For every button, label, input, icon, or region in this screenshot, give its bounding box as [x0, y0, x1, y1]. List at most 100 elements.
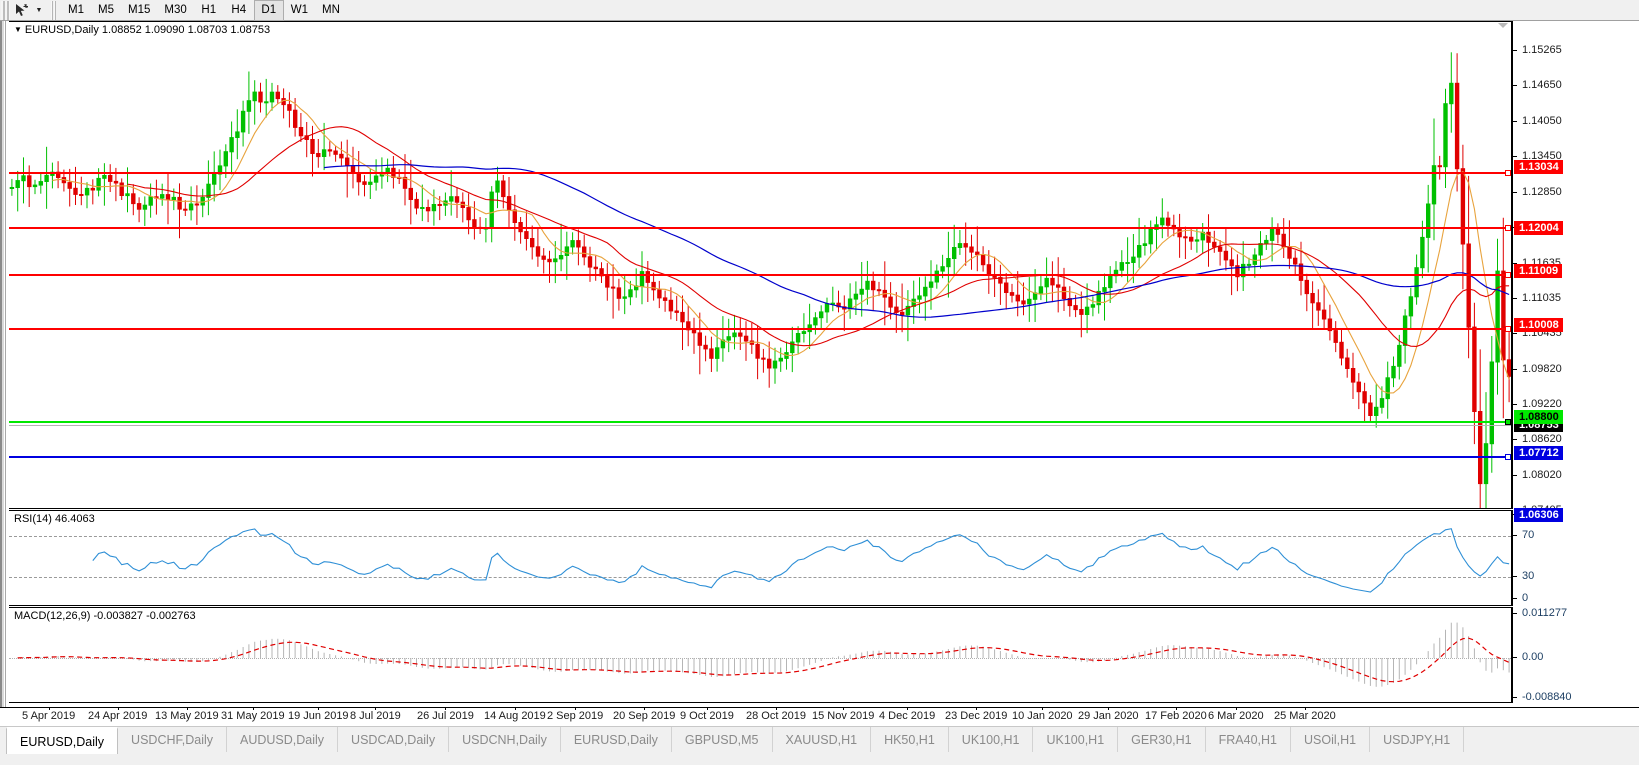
current-price-line	[9, 425, 1511, 426]
price-tick: 1.11035	[1513, 292, 1561, 305]
chart-tab-usdchf-daily[interactable]: USDCHF,Daily	[118, 727, 227, 752]
timeframe-button-m1[interactable]: M1	[68, 4, 84, 16]
candlestick-canvas	[9, 52, 1511, 508]
time-axis-label: 15 Nov 2019	[812, 707, 875, 722]
chart-tab-uk100-h1[interactable]: UK100,H1	[1033, 727, 1119, 752]
price-level-label-blue[interactable]: 1.06306	[1514, 508, 1563, 522]
rsi-axis-tick: 0	[1513, 592, 1528, 605]
ma-fast-line	[52, 99, 1510, 394]
time-axis-label: 14 Aug 2019	[484, 707, 546, 722]
chart-tab-usoil-h1[interactable]: USOil,H1	[1290, 727, 1371, 752]
price-level-label-blue[interactable]: 1.07712	[1514, 446, 1563, 460]
chevron-down-icon[interactable]: ▼	[35, 6, 43, 14]
crosshair-cursor-icon[interactable]	[10, 1, 32, 20]
level-line-handle[interactable]	[1505, 454, 1511, 460]
timeframe-button-mn[interactable]: MN	[322, 4, 340, 16]
toolbar-separator	[49, 0, 58, 20]
chart-tab-bar: EURUSD,Daily USDCHF,Daily AUDUSD,Daily USDC…	[0, 726, 1639, 765]
price-tick: 1.15265	[1513, 44, 1562, 57]
time-axis-label: 17 Feb 2020	[1145, 707, 1207, 722]
timeframe-button-d1[interactable]: D1	[253, 0, 284, 21]
level-line-handle[interactable]	[1505, 272, 1511, 278]
macd-zero-line	[9, 658, 1511, 659]
macd-value-axis: 0.011277 0.00 -0.008840	[1512, 607, 1639, 703]
price-tick: 1.13450	[1513, 150, 1562, 163]
chart-tab-eurusd-daily[interactable]: EURUSD,Daily	[560, 727, 672, 752]
rsi-series	[92, 528, 1510, 593]
time-axis-label: 23 Dec 2019	[945, 707, 1008, 722]
rsi-axis-tick: 30	[1513, 570, 1534, 583]
chart-tab-audusd-daily[interactable]: AUDUSD,Daily	[227, 727, 339, 752]
level-line-handle[interactable]	[1505, 225, 1511, 231]
chart-tab-gbpusd-m5[interactable]: GBPUSD,M5	[671, 727, 773, 752]
price-tick: 1.14050	[1513, 115, 1562, 128]
timeframe-button-m30[interactable]: M30	[164, 4, 187, 16]
price-level-label-green[interactable]: 1.08800	[1514, 410, 1563, 424]
price-tick: 1.09220	[1513, 398, 1562, 411]
macd-canvas	[17, 622, 1510, 687]
time-axis-label: 26 Jul 2019	[417, 707, 474, 722]
level-line-1.11009[interactable]	[9, 272, 1511, 278]
time-axis-label: 24 Apr 2019	[88, 707, 148, 722]
price-level-label-red[interactable]: 1.13034	[1514, 160, 1563, 174]
rsi-level-70-line	[9, 536, 1511, 537]
rsi-level-30-line	[9, 577, 1511, 578]
chart-tab-eurusd-daily[interactable]: EURUSD,Daily	[6, 727, 119, 754]
chart-tab-uk100-h1[interactable]: UK100,H1	[948, 727, 1034, 752]
time-axis-label: 25 Mar 2020	[1274, 707, 1336, 722]
level-line-1.13034[interactable]	[9, 170, 1511, 176]
timeframe-button-h1[interactable]: H1	[201, 4, 217, 16]
level-line-handle[interactable]	[1505, 170, 1511, 176]
rsi-value-axis: 10070300	[1512, 508, 1639, 606]
timeframe-button-m15[interactable]: M15	[128, 4, 151, 16]
time-axis-label: 29 Jan 2020	[1078, 707, 1139, 722]
triangle-down-icon[interactable]: ▼	[14, 25, 22, 34]
price-level-label-red[interactable]: 1.10008	[1514, 318, 1563, 332]
price-tick: 1.09820	[1513, 363, 1562, 376]
rsi-pane[interactable]: RSI(14) 46.4063	[9, 510, 1512, 606]
candle-series	[9, 52, 1511, 508]
timeframe-button-m5[interactable]: M5	[98, 4, 114, 16]
level-line-1.10008[interactable]	[9, 326, 1511, 332]
chart-area: ▼ EURUSD,Daily 1.08852 1.09090 1.08703 1.…	[0, 21, 1639, 707]
level-line-1.08800[interactable]	[9, 419, 1511, 425]
price-tick: 1.08020	[1513, 469, 1562, 482]
time-axis-label: 28 Oct 2019	[746, 707, 806, 722]
time-axis-label: 8 Jul 2019	[350, 707, 401, 722]
chart-tab-usdjpy-h1[interactable]: USDJPY,H1	[1370, 727, 1465, 752]
chart-tab-hk50-h1[interactable]: HK50,H1	[871, 727, 949, 752]
macd-axis-tick: 0.00	[1513, 651, 1543, 664]
toolbar-drag-handle[interactable]	[1, 0, 10, 20]
macd-axis-tick: 0.011277	[1513, 607, 1567, 620]
macd-pane[interactable]: MACD(12,26,9) -0.003827 -0.002763	[9, 607, 1512, 703]
chart-tab-xauusd-h1[interactable]: XAUUSD,H1	[772, 727, 872, 752]
time-axis-label: 9 Oct 2019	[680, 707, 734, 722]
macd-signal-line	[17, 637, 1510, 683]
timeframe-button-h4[interactable]: H4	[231, 4, 247, 16]
pane-collapse-icon[interactable]	[1498, 23, 1508, 28]
price-level-label-red[interactable]: 1.12004	[1514, 221, 1563, 235]
chart-left-edge-grip[interactable]	[2, 21, 8, 707]
ma-medium-line	[127, 126, 1510, 347]
top-toolbar: ▼ M1 M5 M15 M30 H1 H4 D1 W1 MN	[0, 0, 1639, 21]
level-line-1.07712[interactable]	[9, 454, 1511, 460]
level-line-handle[interactable]	[1505, 326, 1511, 332]
chart-tab-ger30-h1[interactable]: GER30,H1	[1118, 727, 1206, 752]
level-line-1.12004[interactable]	[9, 225, 1511, 231]
main-pane-label: ▼ EURUSD,Daily 1.08852 1.09090 1.08703 1.…	[14, 24, 270, 36]
timeframe-button-group: M1 M5 M15 M30 H1 H4 D1 W1 MN	[61, 0, 347, 21]
price-tick: 1.14650	[1513, 79, 1562, 92]
chart-tab-usdcnh-daily[interactable]: USDCNH,Daily	[449, 727, 561, 752]
chart-tab-usdcad-daily[interactable]: USDCAD,Daily	[338, 727, 450, 752]
main-pane-label-text: EURUSD,Daily 1.08852 1.09090 1.08703 1.0…	[24, 24, 271, 36]
price-tick: 1.08620	[1513, 433, 1562, 446]
main-price-pane[interactable]: ▼ EURUSD,Daily 1.08852 1.09090 1.08703 1.…	[9, 21, 1512, 509]
level-line-handle[interactable]	[1505, 419, 1511, 425]
time-axis[interactable]: 5 Apr 2019 24 Apr 2019 13 May 2019 31 May 2…	[0, 707, 1639, 726]
timeframe-button-w1[interactable]: W1	[290, 4, 308, 16]
price-axis[interactable]: 1.152651.146501.140501.134501.128501.122…	[1512, 21, 1639, 552]
price-level-label-red[interactable]: 1.11009	[1514, 264, 1563, 278]
time-axis-label: 5 Apr 2019	[22, 707, 76, 722]
chart-tab-fra40-h1[interactable]: FRA40,H1	[1205, 727, 1291, 752]
macd-pane-label: MACD(12,26,9) -0.003827 -0.002763	[14, 610, 196, 622]
